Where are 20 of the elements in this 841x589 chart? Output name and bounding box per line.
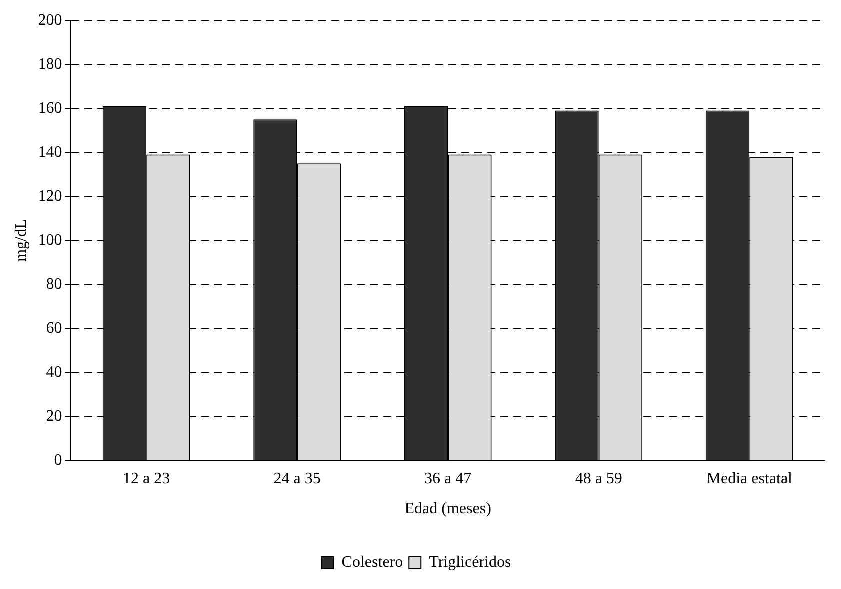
y-tick-label: 20 — [46, 408, 62, 425]
x-tick-label: 48 a 59 — [575, 470, 622, 488]
x-axis-title: Edad (meses) — [404, 500, 492, 518]
y-tick-label: 80 — [46, 276, 62, 293]
x-tick-label: 24 a 35 — [274, 470, 321, 488]
y-axis-title: mg/dL — [12, 219, 30, 262]
x-tick-label: Media estatal — [706, 470, 794, 488]
y-tick-label: 100 — [38, 232, 62, 249]
y-tick-label: 200 — [38, 12, 62, 29]
y-tick-label: 0 — [54, 452, 62, 469]
x-tick-label: 36 a 47 — [424, 470, 472, 488]
x-tick-label: 12 a 23 — [123, 470, 170, 488]
y-tick-label: 60 — [46, 320, 62, 337]
y-tick-label: 40 — [46, 364, 62, 381]
legend-label: Triglicéridos — [429, 554, 512, 572]
y-tick-label: 140 — [38, 144, 62, 161]
y-tick-label: 160 — [38, 100, 62, 117]
legend-label: Colestero — [342, 554, 404, 572]
y-tick-label: 120 — [38, 188, 62, 205]
y-tick-label: 180 — [38, 56, 62, 73]
